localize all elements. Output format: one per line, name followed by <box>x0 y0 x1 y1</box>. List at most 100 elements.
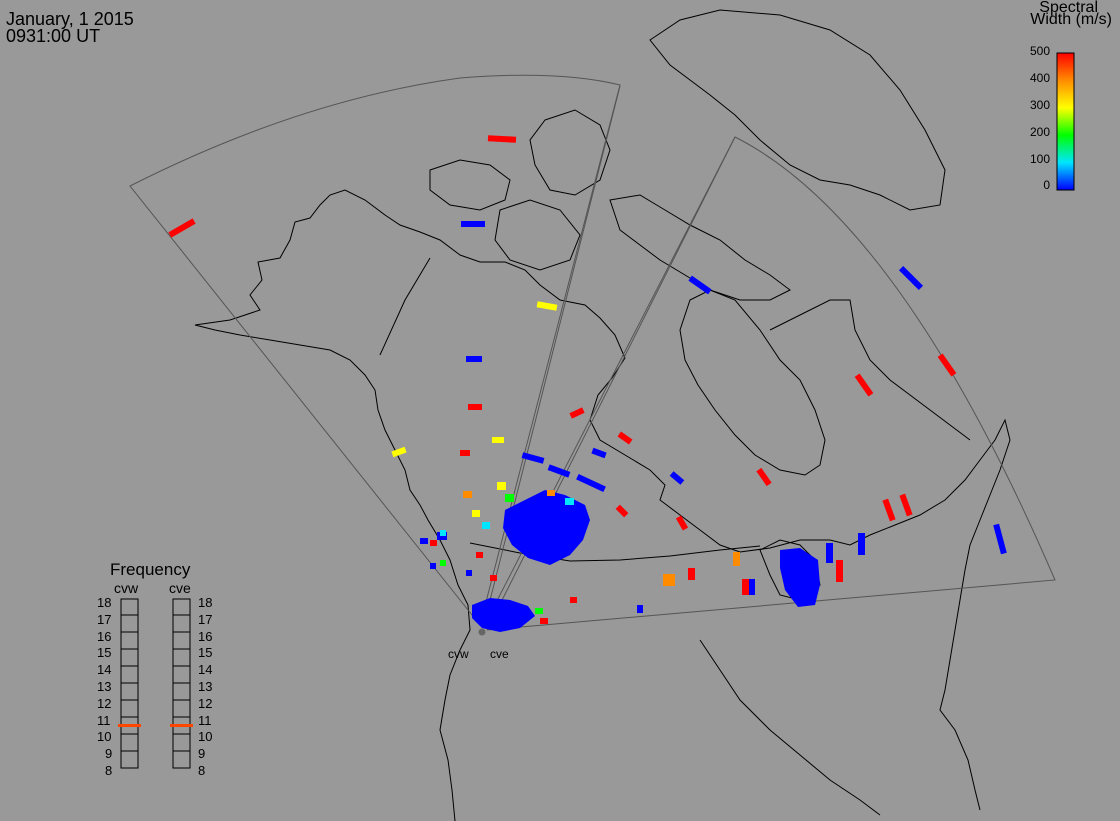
freq-tick: 10 <box>198 729 213 744</box>
echo-orange <box>547 490 555 496</box>
echo-red <box>688 568 695 580</box>
freq-tick: 11 <box>97 713 111 728</box>
echo-red <box>615 504 629 518</box>
echo-blue <box>461 221 485 227</box>
freq-grid <box>121 614 190 752</box>
echo-green <box>535 608 543 614</box>
echo-red <box>899 493 913 517</box>
echo-blue <box>858 533 865 555</box>
freq-tick: 9 <box>198 746 206 761</box>
echo-yellow <box>536 301 558 311</box>
scale-tick: 400 <box>1029 71 1050 85</box>
baffin-island <box>609 194 791 301</box>
echo-blue <box>898 265 924 291</box>
echo-red <box>742 579 749 595</box>
date-label: January, 1 2015 <box>6 9 134 29</box>
echo-cluster-great-lakes <box>780 548 820 607</box>
echo-red <box>836 560 843 582</box>
freq-tick: 17 <box>97 612 112 627</box>
cvw-fov <box>129 74 621 626</box>
freq-tick: 10 <box>97 729 112 744</box>
echo-red <box>882 498 896 522</box>
victoria-island <box>429 159 511 211</box>
freq-tick: 14 <box>97 662 112 677</box>
freq-column-label: cve <box>169 580 191 596</box>
freq-column-label: cvw <box>114 580 139 596</box>
scale-tick: 300 <box>1029 98 1050 112</box>
arctic-islands-1 <box>529 109 611 196</box>
central-america <box>699 639 881 816</box>
echo-blue <box>993 523 1007 555</box>
coastlines <box>194 9 1011 821</box>
echo-blue <box>637 605 643 613</box>
freq-tick: 8 <box>105 763 113 778</box>
echo-red <box>487 135 517 143</box>
freq-tick: 15 <box>198 645 213 660</box>
echo-cluster-main <box>503 490 590 565</box>
echo-red <box>756 467 772 487</box>
echo-yellow <box>472 510 480 517</box>
north-america-coastline <box>194 189 1011 821</box>
freq-tick: 14 <box>198 662 213 677</box>
echo-yellow <box>492 437 504 443</box>
freq-tick: 16 <box>97 629 112 644</box>
echo-orange <box>733 552 740 566</box>
labrador-coast <box>769 299 971 441</box>
frequency-title: Frequency <box>110 560 191 579</box>
echo-red <box>460 450 470 456</box>
boundaries <box>379 257 761 562</box>
echo-orange <box>463 491 472 498</box>
echo-red <box>476 552 483 558</box>
echo-blue <box>430 563 436 569</box>
color-scale-bar <box>1056 52 1075 191</box>
echo-blue <box>576 473 606 493</box>
echo-cyan <box>482 522 490 529</box>
echo-blue <box>591 447 607 459</box>
freq-tick: 16 <box>198 629 213 644</box>
scale-tick: 500 <box>1029 44 1050 58</box>
echo-red <box>570 597 577 603</box>
echo-blue <box>688 275 712 295</box>
greenland-outline <box>649 9 946 211</box>
echo-red <box>430 540 437 546</box>
radar-site-label-cve: cve <box>490 647 509 661</box>
fields-of-view <box>129 74 1056 631</box>
freq-marker-cve <box>170 724 193 727</box>
freq-marker-cvw <box>118 724 141 727</box>
freq-tick: 13 <box>97 679 112 694</box>
echo-blue <box>521 452 545 464</box>
freq-tick: 17 <box>198 612 213 627</box>
echo-blue <box>466 356 482 362</box>
frequency-panel <box>118 598 193 769</box>
scale-tick: 100 <box>1029 152 1050 166</box>
echo-red <box>937 353 957 377</box>
echo-yellow <box>391 446 407 458</box>
alaska-canada-border <box>379 257 431 356</box>
time-label: 0931:00 UT <box>6 26 101 46</box>
echo-cyan <box>565 498 574 505</box>
scale-tick: 200 <box>1029 125 1050 139</box>
scale-title-line2: Width (m/s) <box>1030 11 1112 28</box>
radar-sites <box>478 628 486 636</box>
radar-echoes <box>168 135 1007 632</box>
echo-blue <box>749 579 755 595</box>
echo-red <box>168 218 196 238</box>
echo-orange <box>669 574 675 586</box>
echo-red <box>468 404 482 410</box>
arctic-islands-2 <box>494 199 581 271</box>
echo-yellow <box>497 482 506 490</box>
echo-red <box>490 575 497 581</box>
scale-title-line1: Spectral <box>1039 0 1098 16</box>
echo-blue <box>669 471 685 485</box>
freq-tick: 12 <box>97 696 112 711</box>
echo-blue <box>547 464 571 478</box>
echo-red <box>617 431 633 445</box>
freq-tick: 12 <box>198 696 213 711</box>
echo-blue <box>466 570 472 576</box>
echo-green <box>505 494 514 502</box>
echo-red <box>540 618 548 624</box>
echo-cyan <box>440 530 446 536</box>
us-canada-border <box>469 542 761 562</box>
